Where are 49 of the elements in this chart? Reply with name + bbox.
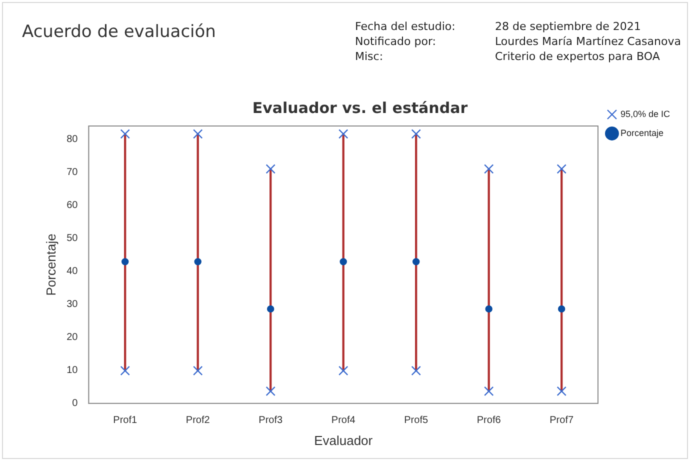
x-axis-title: Evaluador [314,432,374,448]
point [556,164,566,174]
text: Fecha del estudio: [355,20,456,33]
y-tick-label: 70 [66,166,78,178]
y-tick-label: 80 [66,134,78,145]
point [266,164,276,174]
point [193,129,203,139]
chart-subtitle: Evaluador vs. el estándar [252,98,468,117]
text: Misc: [355,50,384,63]
point [120,129,130,139]
point [338,129,348,139]
x-tick-label: Prof4 [331,415,356,426]
point [558,305,566,313]
text: Lourdes María Martínez Casanova [495,35,681,48]
text: 28 de septiembre de 2021 [495,20,642,33]
legend-label: 95,0% de IC [620,108,670,119]
y-tick-label: 30 [66,299,78,310]
y-tick-label: 0 [72,398,78,410]
point [266,386,276,396]
point [266,305,274,313]
point [411,129,421,139]
point [412,258,420,266]
y-tick-label: 20 [66,332,78,344]
point [556,386,566,396]
y-tick-label: 10 [66,365,78,376]
text: Notificado por: [355,35,438,48]
y-tick-label: 60 [66,200,78,212]
text: Criterio de expertos para BOA [495,50,661,63]
point [485,305,492,313]
point [484,164,494,174]
x-tick-label: Prof5 [404,415,428,426]
legend-label: Porcentaje [620,128,664,138]
point [338,366,348,376]
point [193,366,203,376]
point [194,258,202,266]
y-tick-label: 50 [66,233,78,244]
point [122,258,129,266]
x-tick-label: Prof1 [113,415,138,426]
x-tick-label: Prof6 [476,415,502,426]
point [411,366,421,376]
x-tick-label: Prof3 [258,415,283,426]
y-axis-title: Porcentaje [43,234,58,296]
x-tick-label: Prof7 [550,415,574,426]
x-tick-label: Prof2 [186,415,210,426]
point [120,366,130,376]
point [484,386,494,396]
point [340,258,347,266]
y-tick-label: 40 [66,266,78,278]
chart-title: Acuerdo de evaluación [22,22,216,42]
